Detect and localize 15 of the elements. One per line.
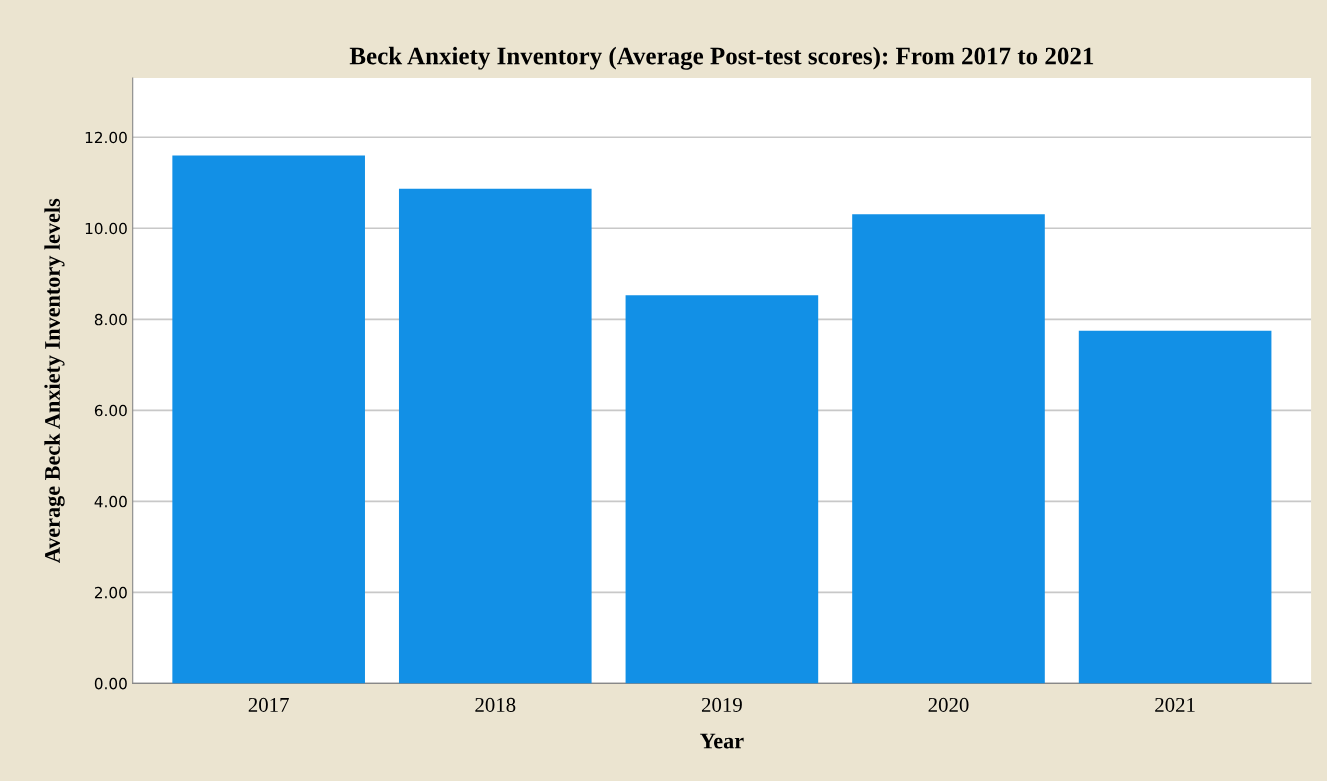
- x-tick-label: 2017: [248, 697, 289, 712]
- y-tick-label: 2.00: [94, 586, 127, 599]
- x-tick-label: 2021: [1155, 697, 1195, 712]
- y-axis-title: Average Beck Anxiety Inventory levels: [44, 198, 65, 564]
- y-tick-label: 0.00: [94, 677, 127, 690]
- y-tick-label: 6.00: [94, 404, 127, 417]
- chart-title: Beck Anxiety Inventory (Average Post-test scores): From 2017 to 2021: [349, 46, 1094, 70]
- y-tick-label: 8.00: [94, 313, 127, 326]
- x-tick-label: 2020: [928, 697, 969, 712]
- x-axis-title: Year: [700, 733, 744, 749]
- x-tick-label: 2019: [701, 697, 742, 712]
- y-tick-label: 10.00: [85, 222, 127, 235]
- y-tick-label: 4.00: [94, 495, 127, 508]
- x-tick-label: 2018: [475, 697, 516, 712]
- y-tick-label: 12.00: [85, 131, 127, 144]
